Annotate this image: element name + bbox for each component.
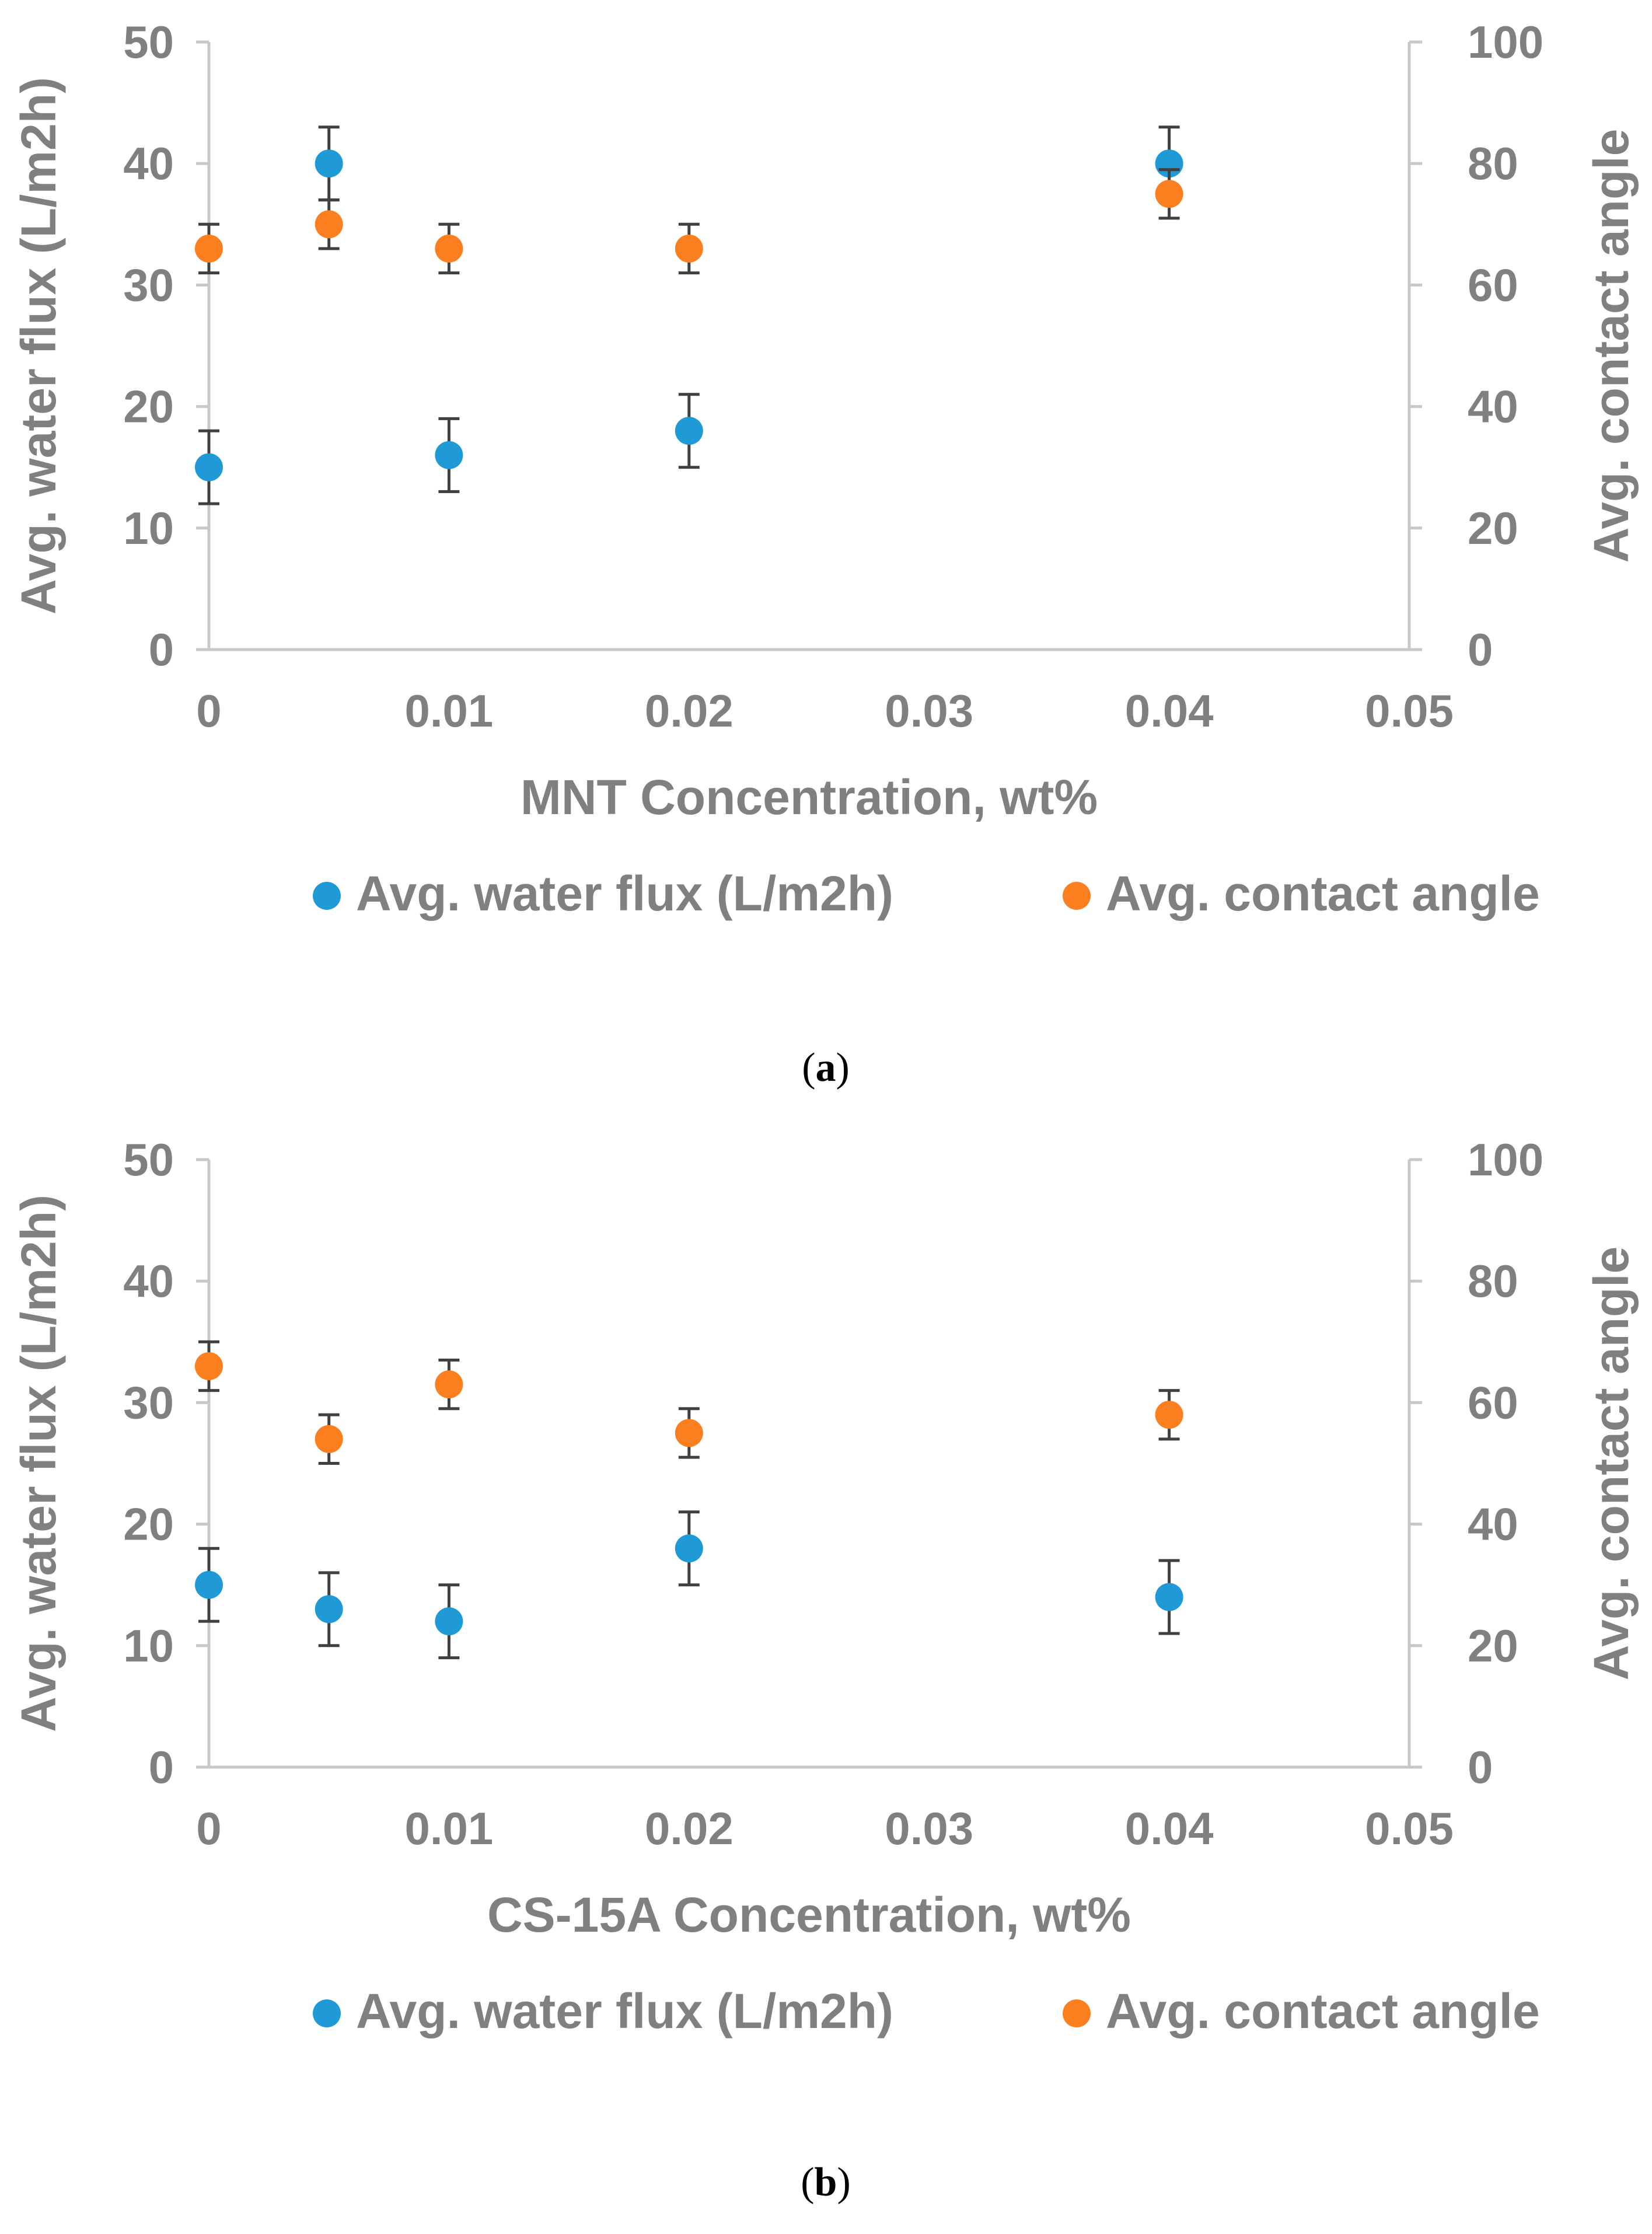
series-water-flux <box>195 1510 1183 1660</box>
data-point <box>435 441 463 469</box>
y-right-tick-label: 80 <box>1468 138 1518 189</box>
y-left-axis-title: Avg. water flux (L/m2h) <box>11 1195 66 1732</box>
data-point <box>195 1570 223 1599</box>
caption-a: (a) <box>802 1045 850 1090</box>
legend: Avg. water flux (L/m2h) Avg. contact angl… <box>313 1984 1540 2038</box>
data-point <box>315 1595 343 1624</box>
y-right-tick-label: 20 <box>1468 502 1518 554</box>
data-point <box>315 210 343 239</box>
series-water-flux <box>195 125 1183 505</box>
chart-panel-b: 0 10 20 30 40 50 0 20 40 60 80 100 0 0.01 0.02 0.03 0.04… <box>11 1134 1639 2038</box>
y-left-tick-label: 10 <box>123 502 174 554</box>
data-point <box>315 149 343 178</box>
caption-a-letter: a <box>815 1045 836 1090</box>
x-tick-label: 0.01 <box>404 685 493 736</box>
legend-label-contact-angle: Avg. contact angle <box>1106 1984 1540 2038</box>
legend: Avg. water flux (L/m2h) Avg. contact angl… <box>313 866 1540 921</box>
y-right-tick-label: 80 <box>1468 1255 1518 1307</box>
legend-marker-contact-angle <box>1063 1999 1091 2027</box>
data-point <box>435 1607 463 1636</box>
data-point <box>675 417 703 445</box>
y-left-tick-label: 40 <box>123 138 174 189</box>
x-tick-label: 0 <box>196 1803 221 1854</box>
data-point <box>435 1370 463 1399</box>
legend-label-contact-angle: Avg. contact angle <box>1106 866 1540 921</box>
data-point <box>195 1352 223 1380</box>
caption-b-letter: b <box>814 2160 837 2205</box>
legend-marker-contact-angle <box>1063 882 1091 910</box>
y-left-tick-label: 0 <box>149 624 174 675</box>
y-right-tick-label: 40 <box>1468 381 1518 432</box>
y-left-tick-label: 50 <box>123 1134 174 1185</box>
series-contact-angle <box>195 168 1183 275</box>
legend-label-water-flux: Avg. water flux (L/m2h) <box>356 1984 893 2038</box>
y-left-axis-title: Avg. water flux (L/m2h) <box>11 77 66 615</box>
data-point <box>675 234 703 263</box>
y-left-tick-label: 30 <box>123 1377 174 1428</box>
legend-marker-water-flux <box>313 882 341 910</box>
x-tick-label: 0.03 <box>885 1803 973 1854</box>
y-right-axis-title: Avg. contact angle <box>1584 1247 1639 1681</box>
data-point <box>675 1419 703 1447</box>
x-tick-label: 0.04 <box>1125 685 1214 736</box>
y-left-tick-label: 10 <box>123 1620 174 1671</box>
data-point <box>675 1534 703 1563</box>
y-right-tick-label: 0 <box>1468 624 1493 675</box>
data-point <box>1155 1583 1183 1611</box>
y-right-tick-label: 60 <box>1468 1377 1518 1428</box>
x-tick-label: 0.02 <box>645 1803 734 1854</box>
y-left-tick-label: 50 <box>123 16 174 68</box>
y-right-tick-label: 0 <box>1468 1741 1493 1793</box>
y-right-tick-label: 20 <box>1468 1620 1518 1671</box>
y-right-tick-label: 100 <box>1468 1134 1543 1185</box>
x-axis-title: MNT Concentration, wt% <box>521 770 1098 825</box>
data-point <box>435 234 463 263</box>
x-axis-title: CS-15A Concentration, wt% <box>487 1887 1131 1942</box>
y-left-tick-label: 20 <box>123 381 174 432</box>
chart-panel-a: 0 10 20 30 40 50 0 20 40 60 80 100 0 0.01 0.02 0.03 0.04… <box>11 16 1639 921</box>
x-tick-label: 0.05 <box>1365 1803 1454 1854</box>
y-right-axis-title: Avg. contact angle <box>1584 129 1639 563</box>
series-contact-angle <box>195 1340 1183 1465</box>
x-tick-label: 0.01 <box>404 1803 493 1854</box>
data-point <box>195 234 223 263</box>
legend-marker-water-flux <box>313 1999 341 2027</box>
y-left-tick-label: 0 <box>149 1741 174 1793</box>
data-point <box>1155 1401 1183 1429</box>
caption-b: (b) <box>801 2160 851 2205</box>
y-right-tick-label: 40 <box>1468 1499 1518 1550</box>
x-tick-label: 0.03 <box>885 685 973 736</box>
x-tick-label: 0.02 <box>645 685 734 736</box>
legend-label-water-flux: Avg. water flux (L/m2h) <box>356 866 893 921</box>
data-point <box>195 453 223 481</box>
y-left-tick-label: 20 <box>123 1499 174 1550</box>
data-point <box>315 1425 343 1453</box>
x-tick-label: 0 <box>196 685 221 736</box>
y-left-tick-label: 40 <box>123 1255 174 1307</box>
y-right-tick-label: 100 <box>1468 16 1543 68</box>
y-left-tick-label: 30 <box>123 259 174 310</box>
y-right-tick-label: 60 <box>1468 259 1518 310</box>
data-point <box>1155 180 1183 208</box>
x-tick-label: 0.04 <box>1125 1803 1214 1854</box>
x-tick-label: 0.05 <box>1365 685 1454 736</box>
